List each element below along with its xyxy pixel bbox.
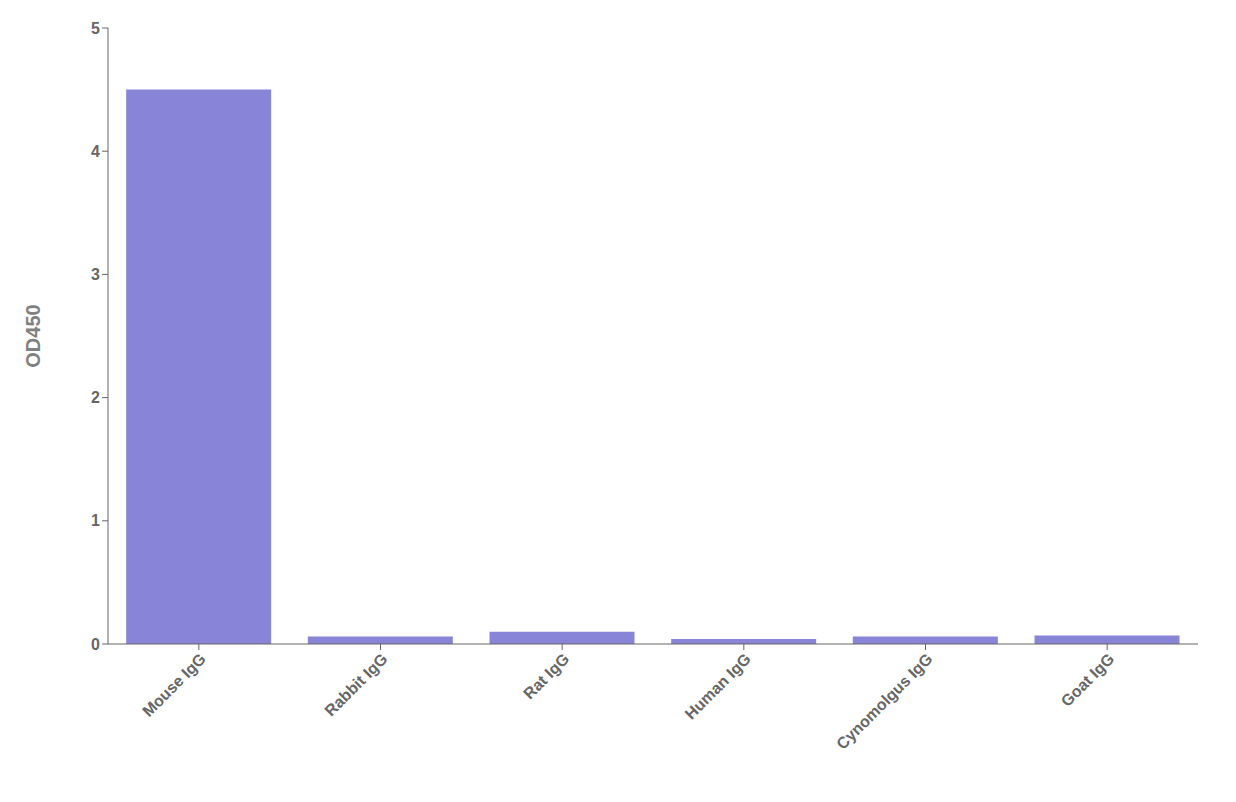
svg-text:Human IgG: Human IgG xyxy=(682,650,754,722)
svg-text:Rabbit IgG: Rabbit IgG xyxy=(321,650,390,719)
svg-text:OD450: OD450 xyxy=(22,304,44,367)
svg-text:1: 1 xyxy=(91,512,100,529)
svg-text:0: 0 xyxy=(91,636,100,653)
svg-text:Rat IgG: Rat IgG xyxy=(520,650,572,702)
svg-text:Mouse IgG: Mouse IgG xyxy=(139,650,209,720)
svg-text:2: 2 xyxy=(91,389,100,406)
svg-text:3: 3 xyxy=(91,266,100,283)
svg-text:Cynomolgus IgG: Cynomolgus IgG xyxy=(833,650,936,753)
svg-text:Goat IgG: Goat IgG xyxy=(1058,650,1118,710)
svg-text:5: 5 xyxy=(91,20,100,37)
svg-text:4: 4 xyxy=(91,143,100,160)
